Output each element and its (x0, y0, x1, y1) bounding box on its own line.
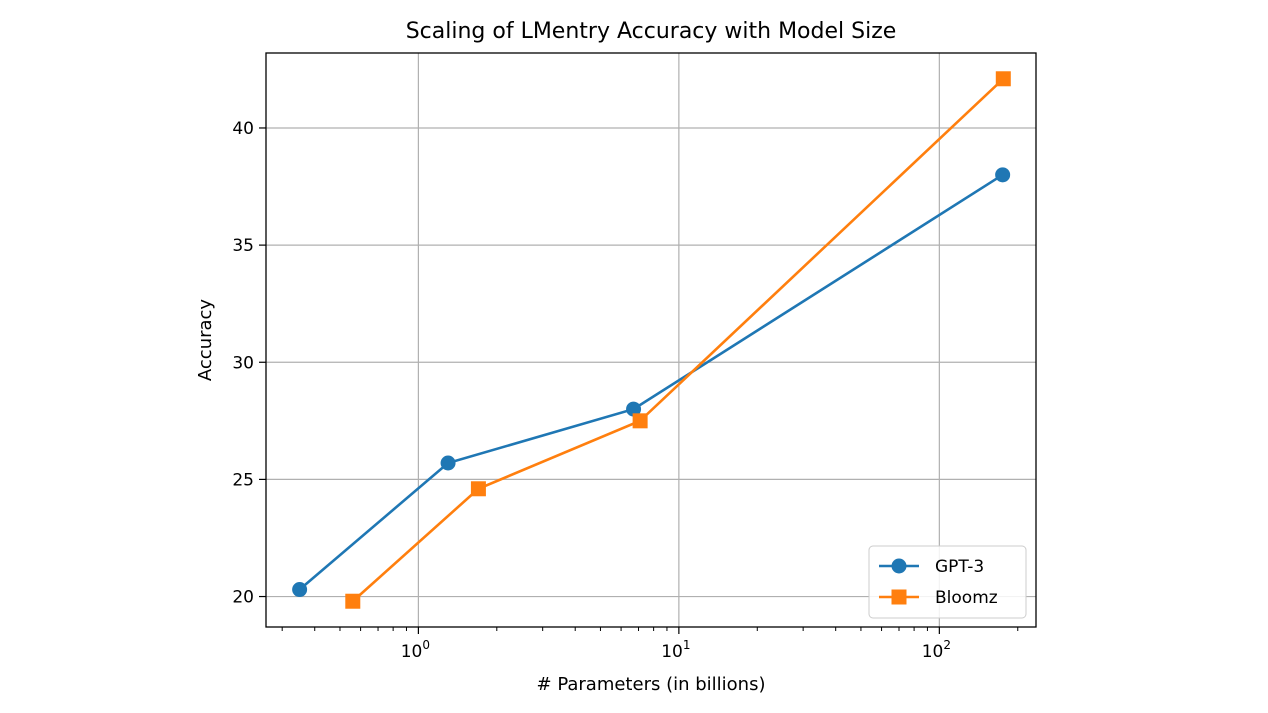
data-point (470, 481, 486, 497)
grid (266, 53, 1036, 627)
series-line (351, 77, 1005, 603)
data-point (626, 401, 642, 417)
legend-marker (891, 558, 907, 574)
y-tick-label: 35 (232, 236, 254, 256)
y-tick-label: 40 (232, 119, 254, 139)
x-tick-label: 101 (661, 638, 690, 662)
x-tick-label: 102 (922, 638, 951, 662)
legend-box (868, 545, 1027, 619)
y-tick-label: 30 (232, 353, 254, 373)
x-tick-label: 100 (401, 638, 430, 662)
data-point (292, 582, 308, 598)
y-tick-label: 20 (232, 588, 254, 608)
ticks: 100 101 102 20 25 30 35 40 (232, 119, 1019, 662)
series-gpt-3 (292, 167, 1011, 598)
series-bloomz (345, 71, 1011, 609)
plot-frame (265, 52, 1037, 628)
data-point (632, 413, 648, 429)
data-point (345, 593, 361, 609)
data-point (995, 71, 1011, 87)
x-axis-label: # Parameters (in billions) (537, 674, 766, 695)
chart-title: Scaling of LMentry Accuracy with Model S… (406, 19, 897, 44)
data-point (995, 167, 1011, 183)
y-axis-label: Accuracy (195, 299, 216, 382)
y-tick-label: 25 (232, 470, 254, 490)
legend-label: GPT-3 (935, 557, 984, 577)
data-point (440, 455, 456, 471)
legend-label: Bloomz (935, 588, 998, 608)
series-line (298, 173, 1004, 591)
legend: GPT-3 Bloomz (868, 545, 1027, 619)
series (292, 71, 1011, 609)
legend-marker (891, 589, 907, 605)
